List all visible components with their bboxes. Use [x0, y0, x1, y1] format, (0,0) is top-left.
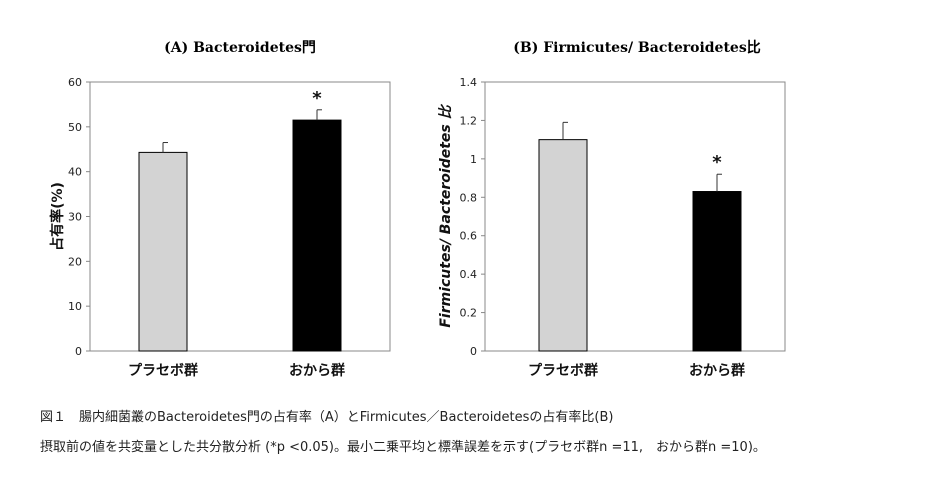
y-tick-label: 0	[75, 345, 82, 358]
y-tick-label: 30	[68, 211, 82, 224]
y-tick-label: 40	[68, 166, 82, 179]
y-tick-label: 20	[68, 255, 82, 268]
y-tick-label: 1	[470, 153, 477, 166]
y-tick-label: 0.6	[460, 230, 478, 243]
y-tick-label: 0	[470, 345, 477, 358]
category-label: おから群	[289, 362, 345, 379]
bar-okara	[692, 191, 742, 352]
bar-okara	[292, 119, 342, 352]
chart-title-0: (A) Bacteroidetes門	[164, 40, 316, 56]
y-tick-label: 1.4	[460, 76, 478, 89]
significance-star: *	[312, 88, 322, 109]
caption-line-2: 摂取前の値を共変量とした共分散分析 (*p <0.05)。最小二乗平均と標準誤差…	[40, 440, 766, 455]
plot-frame-0	[89, 81, 391, 352]
chart-title-1: (B) Firmicutes/ Bacteroidetes比	[513, 39, 760, 56]
y-tick-label: 50	[68, 121, 82, 134]
y-axis-label-0: 占有率(%)	[49, 182, 66, 251]
y-tick-label: 0.2	[460, 307, 478, 320]
figure-panels: (A) Bacteroidetes門 0 10 20 30 40 50 60 占有率(%) プラセ…	[49, 39, 786, 379]
y-axis-label-1: Firmicutes/ Bacteroidetes 比	[438, 103, 454, 327]
y-tick-label: 60	[68, 76, 82, 89]
y-tick-label: 1.2	[460, 114, 478, 127]
bar-placebo	[138, 151, 188, 352]
caption-line-1: 図１ 腸内細菌叢のBacteroidetes門の占有率（A）とFirmicute…	[40, 410, 614, 425]
y-tick-label: 0.8	[460, 191, 478, 204]
bar-placebo	[538, 139, 588, 352]
charts-svg: (A) Bacteroidetes門0102030405060占有率(%)プラセ…	[49, 39, 786, 379]
y-tick-label: 10	[68, 300, 82, 313]
category-label: プラセボ群	[528, 362, 598, 379]
category-label: プラセボ群	[128, 362, 198, 379]
plot-frame-1	[484, 81, 786, 352]
category-label: おから群	[689, 362, 745, 379]
significance-star: *	[712, 152, 722, 173]
y-tick-label: 0.4	[460, 268, 478, 281]
